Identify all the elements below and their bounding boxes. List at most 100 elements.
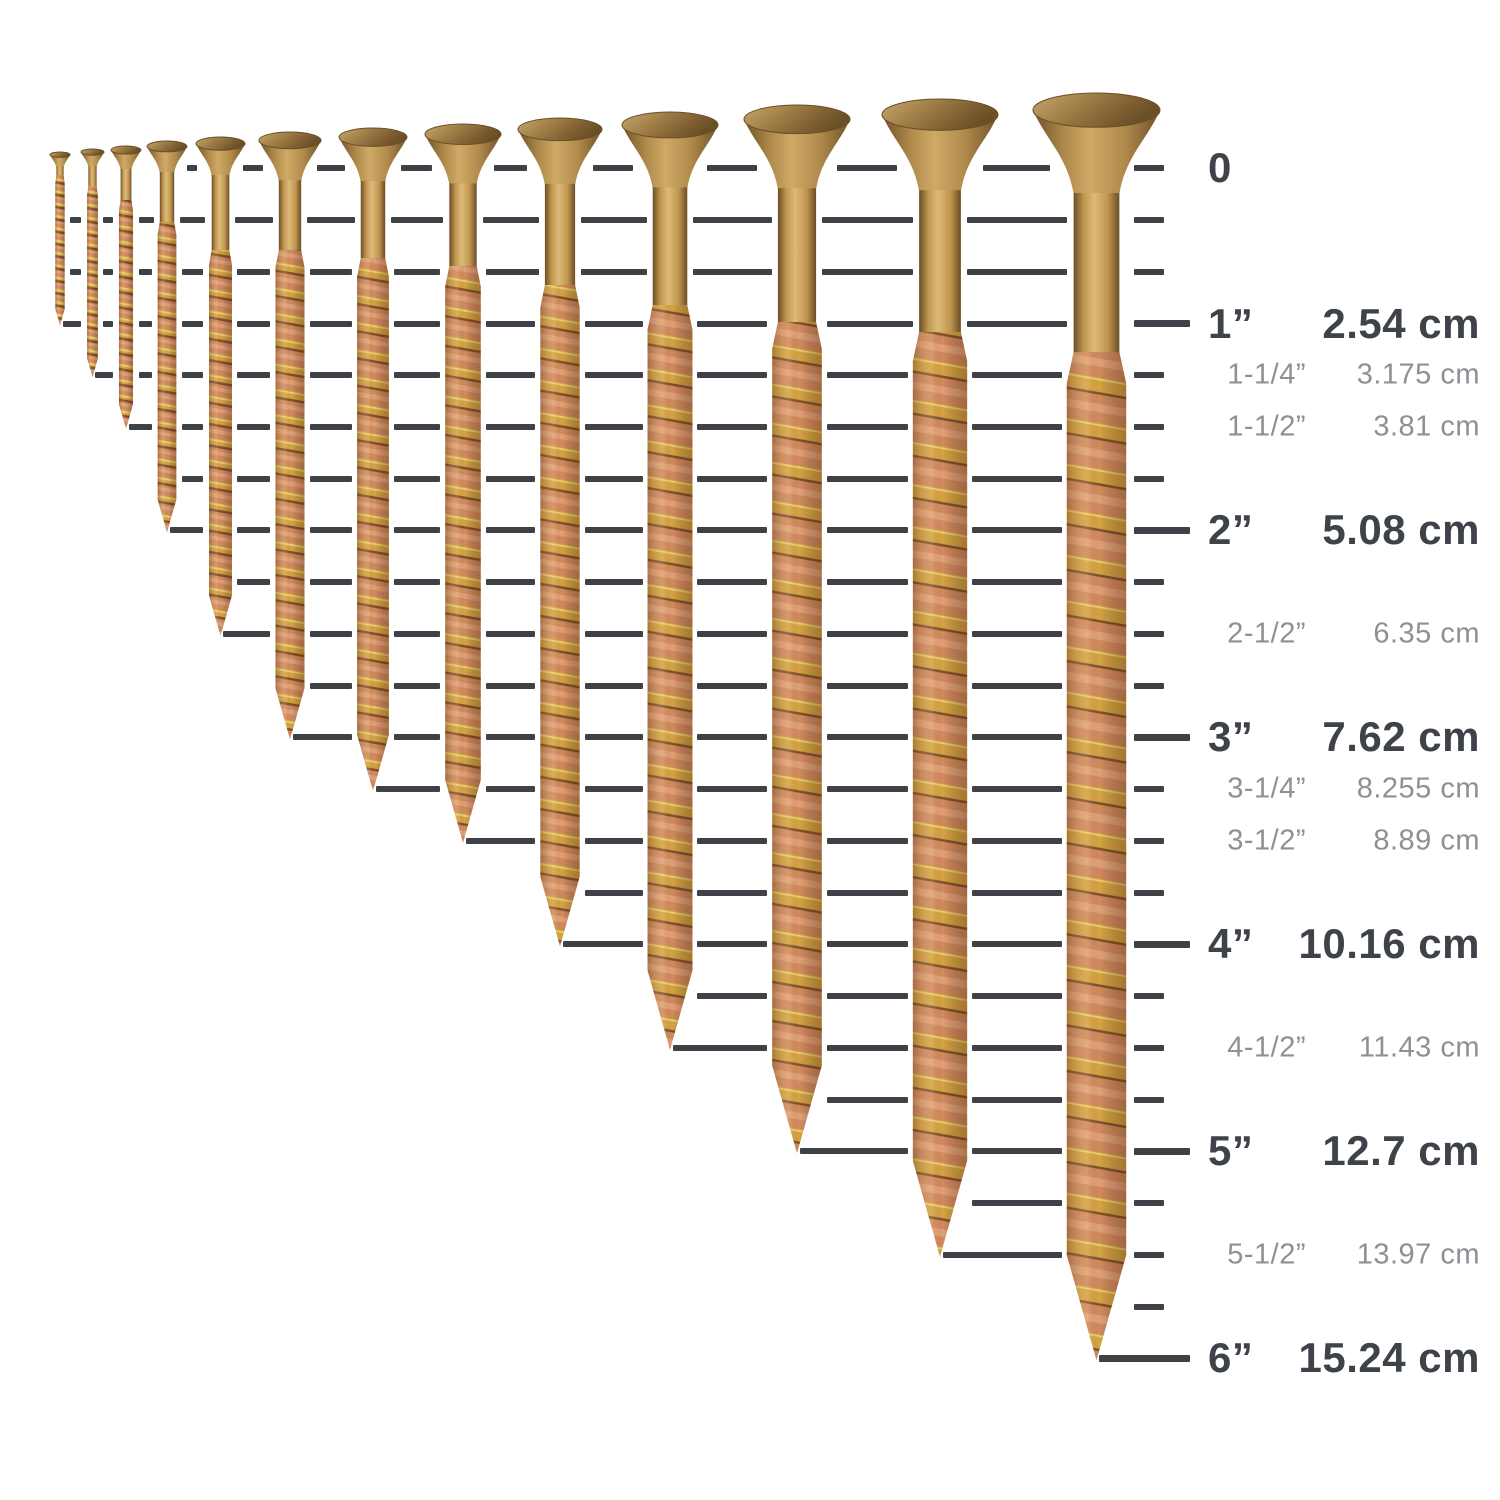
ruler-line-segment: [971, 941, 1062, 948]
ruler-line-segment: [673, 1044, 768, 1051]
ruler-line-segment: [307, 217, 355, 224]
screw-shank: [449, 183, 477, 269]
ruler-line-segment: [138, 268, 153, 275]
ruler-line-segment: [394, 682, 441, 689]
screw-shank: [544, 183, 576, 288]
ruler-line-segment: [129, 424, 153, 430]
ruler-line-segment: [697, 630, 768, 637]
ruler-line-segment: [394, 424, 441, 430]
ruler-line-segment: [103, 320, 114, 327]
cm-label-minor: 6.35 cm: [1373, 617, 1480, 650]
ruler-line-segment: [697, 786, 768, 793]
ruler-line-segment: [485, 786, 536, 793]
screw-5: [195, 136, 245, 636]
ruler-line-segment: [394, 475, 441, 482]
ruler-line-segment: [584, 320, 643, 327]
screw-threads: [1066, 351, 1126, 1361]
screw-shank: [120, 168, 132, 203]
ruler-line-segment: [971, 837, 1062, 844]
screw-shank: [87, 166, 97, 189]
cm-label-major: 7.62 cm: [1322, 713, 1480, 761]
ruler-line-segment: [181, 475, 204, 482]
ruler-line-segment: [826, 579, 909, 586]
ruler-line-segment: [971, 1096, 1062, 1103]
ruler-line-segment: [309, 630, 352, 637]
screw-head: [881, 98, 999, 192]
ruler-line-segment: [485, 475, 536, 482]
ruler-line-segment: [309, 320, 352, 327]
ruler-line-segment: [697, 320, 768, 327]
ruler-line-segment: [971, 682, 1062, 689]
ruler-tick-major: [1134, 733, 1190, 741]
ruler-line-segment: [966, 268, 1068, 275]
ruler-line-segment: [584, 424, 643, 430]
cm-label-minor: 11.43 cm: [1358, 1031, 1480, 1064]
ruler-line-segment: [826, 734, 909, 741]
ruler-line-segment: [466, 837, 536, 844]
inch-label-major: 2”: [1208, 506, 1254, 554]
ruler-line-segment: [697, 424, 768, 430]
screw-shank: [652, 187, 688, 308]
ruler-line-segment: [800, 1148, 909, 1155]
inch-label-minor: 3-1/4”: [1227, 772, 1306, 805]
ruler-tick-minor: [1134, 1303, 1164, 1310]
ruler-line-segment: [309, 372, 352, 379]
ruler-line-segment: [493, 165, 527, 172]
ruler-line-segment: [697, 889, 768, 896]
ruler-line-segment: [826, 993, 909, 1000]
inch-label-major: 4”: [1208, 920, 1254, 968]
cm-label-major: 15.24 cm: [1298, 1334, 1480, 1382]
screw-threads: [540, 284, 580, 947]
ruler-line-segment: [181, 320, 204, 327]
cm-label-major: 5.08 cm: [1322, 506, 1480, 554]
ruler-line-segment: [581, 268, 647, 275]
screw-shank: [777, 188, 817, 325]
ruler-line-segment: [593, 165, 634, 172]
ruler-line-segment: [236, 475, 271, 482]
ruler-tick-minor: [1134, 1251, 1164, 1258]
ruler-line-segment: [103, 268, 114, 275]
inch-label-major: 3”: [1208, 713, 1254, 761]
ruler-tick-minor: [1134, 682, 1164, 689]
zero-tick-label: 0: [1208, 144, 1232, 191]
ruler-line-segment: [394, 734, 441, 741]
screw-threads: [86, 185, 98, 378]
ruler-line-segment: [309, 424, 352, 430]
ruler-line-segment: [826, 889, 909, 896]
ruler-line-segment: [316, 165, 345, 172]
screw-head: [110, 145, 142, 170]
screw-1: [49, 151, 71, 326]
ruler-line-segment: [697, 475, 768, 482]
ruler-line-segment: [697, 579, 768, 586]
ruler-line-segment: [482, 217, 539, 224]
ruler-tick-minor: [1134, 1200, 1164, 1207]
ruler-line-segment: [394, 268, 441, 275]
ruler-line-segment: [181, 424, 204, 430]
ruler-tick-minor: [1134, 579, 1164, 586]
ruler-line-segment: [309, 579, 352, 586]
screw-threads: [772, 321, 822, 1154]
screw-shank: [211, 174, 229, 253]
ruler-line-segment: [584, 889, 643, 896]
screw-shank: [360, 181, 386, 261]
ruler-line-segment: [394, 372, 441, 379]
ruler-tick-minor: [1134, 217, 1164, 224]
ruler-line-segment: [826, 372, 909, 379]
cm-label-minor: 8.89 cm: [1373, 824, 1480, 857]
screw-head: [195, 136, 245, 176]
ruler-line-segment: [693, 268, 772, 275]
screw-shank: [56, 166, 64, 178]
screw-13: [1032, 92, 1160, 1361]
ruler-line-segment: [826, 527, 909, 534]
screw-7: [338, 127, 408, 792]
ruler-line-segment: [584, 527, 643, 534]
ruler-line-segment: [309, 527, 352, 534]
ruler-line-segment: [95, 372, 114, 379]
screw-4: [146, 140, 188, 533]
inch-label-major: 6”: [1208, 1334, 1254, 1382]
ruler-line-segment: [485, 734, 536, 741]
ruler-tick-major: [1134, 940, 1190, 948]
ruler-line-segment: [697, 993, 768, 1000]
